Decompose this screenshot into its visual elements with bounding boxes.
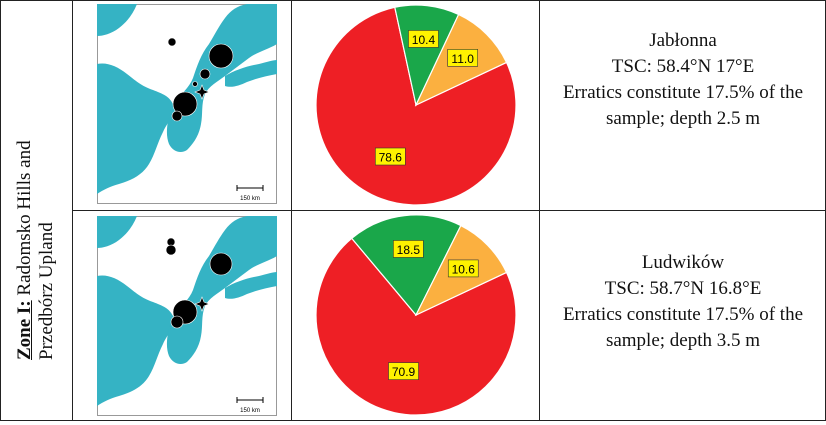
map-row-2: 150 km (97, 216, 277, 416)
pie-label-text: 70.9 (392, 365, 416, 379)
pie-label-text: 78.6 (379, 151, 403, 165)
tsc-star-icon (194, 296, 210, 312)
pie-svg-2: 70.9 18.5 10.6 (315, 214, 517, 416)
site-info-row-2: Ludwików TSC: 58.7°N 16.8°E Erratics con… (540, 250, 826, 354)
pie-slice-green (350, 214, 462, 317)
pie-label-box (408, 30, 439, 48)
site-info-row-1: Jabłonna TSC: 58.4°N 17°E Erratics const… (540, 28, 826, 132)
erratics-text-line-1: Erratics constitute 17.5% of the (562, 82, 804, 103)
scale-label: 150 km (240, 408, 260, 414)
baltic-sea-shape (97, 4, 277, 195)
map-row-1: 150 km (97, 4, 277, 204)
zone-cell: Zone I: Radomsko Hills and Przedbórz Upl… (0, 0, 72, 421)
table-border-top (0, 0, 826, 1)
table-row-divider (72, 210, 826, 211)
tsc-star-icon (194, 84, 210, 100)
pie-data-label: 18.5 (393, 240, 424, 258)
erratic-dot (167, 37, 177, 47)
pie-data-label: 10.6 (447, 259, 479, 278)
pie-label-text: 18.5 (397, 243, 421, 257)
site-name: Ludwików (641, 252, 725, 273)
erratic-dot (170, 315, 184, 329)
erratic-dot (209, 252, 233, 276)
pie-data-label: 10.4 (408, 30, 439, 48)
pie-chart-row-2: 70.9 18.5 10.6 (298, 211, 534, 425)
tsc-coordinates: TSC: 58.7°N 16.8°E (604, 278, 762, 299)
pie-data-label: 70.9 (388, 362, 419, 380)
pie-label-text: 11.0 (451, 52, 474, 66)
erratics-text-line-1: Erratics constitute 17.5% of the (562, 304, 804, 325)
pie-svg-1: 78.6 10.4 11.0 (315, 4, 517, 206)
scale-label: 150 km (240, 196, 260, 202)
site-name: Jabłonna (649, 30, 717, 51)
zone-label-line-1: Zone I: Radomsko Hills and (14, 60, 36, 360)
erratic-dot (192, 81, 198, 87)
baltic-map-2: 150 km (97, 216, 277, 416)
erratics-text-line-2: sample; depth 2.5 m (605, 108, 761, 129)
table-border-left (0, 0, 1, 421)
erratic-dot (172, 91, 198, 117)
zone-label: Zone I: Radomsko Hills and Przedbórz Upl… (14, 60, 58, 360)
erratic-dot (165, 244, 177, 256)
zone-label-strong: Zone I: (14, 300, 35, 360)
baltic-sea-shape (97, 216, 277, 406)
pie-label-text: 10.6 (452, 262, 476, 276)
pie-label-box (447, 49, 478, 67)
pie-label-box (388, 362, 419, 380)
tsc-coordinates: TSC: 58.4°N 17°E (611, 56, 755, 77)
erratic-dot (199, 68, 211, 80)
pie-label-box (447, 259, 479, 278)
pie-data-label: 78.6 (375, 147, 406, 166)
zone-label-rest-1: Radomsko Hills and (14, 140, 35, 301)
erratics-text-line-2: sample; depth 3.5 m (605, 330, 761, 351)
erratic-dot (208, 43, 234, 69)
pie-data-label: 11.0 (447, 49, 478, 67)
erratic-dot (171, 110, 183, 122)
pie-slice-red (315, 237, 517, 416)
pie-label-box (375, 147, 406, 166)
zone-label-line-2: Przedbórz Upland (36, 222, 57, 360)
pie-chart-row-1: 78.6 10.4 11.0 (298, 1, 534, 215)
pie-label-box (393, 240, 424, 258)
baltic-map-1: 150 km (97, 4, 277, 204)
pie-label-text: 10.4 (412, 33, 436, 47)
